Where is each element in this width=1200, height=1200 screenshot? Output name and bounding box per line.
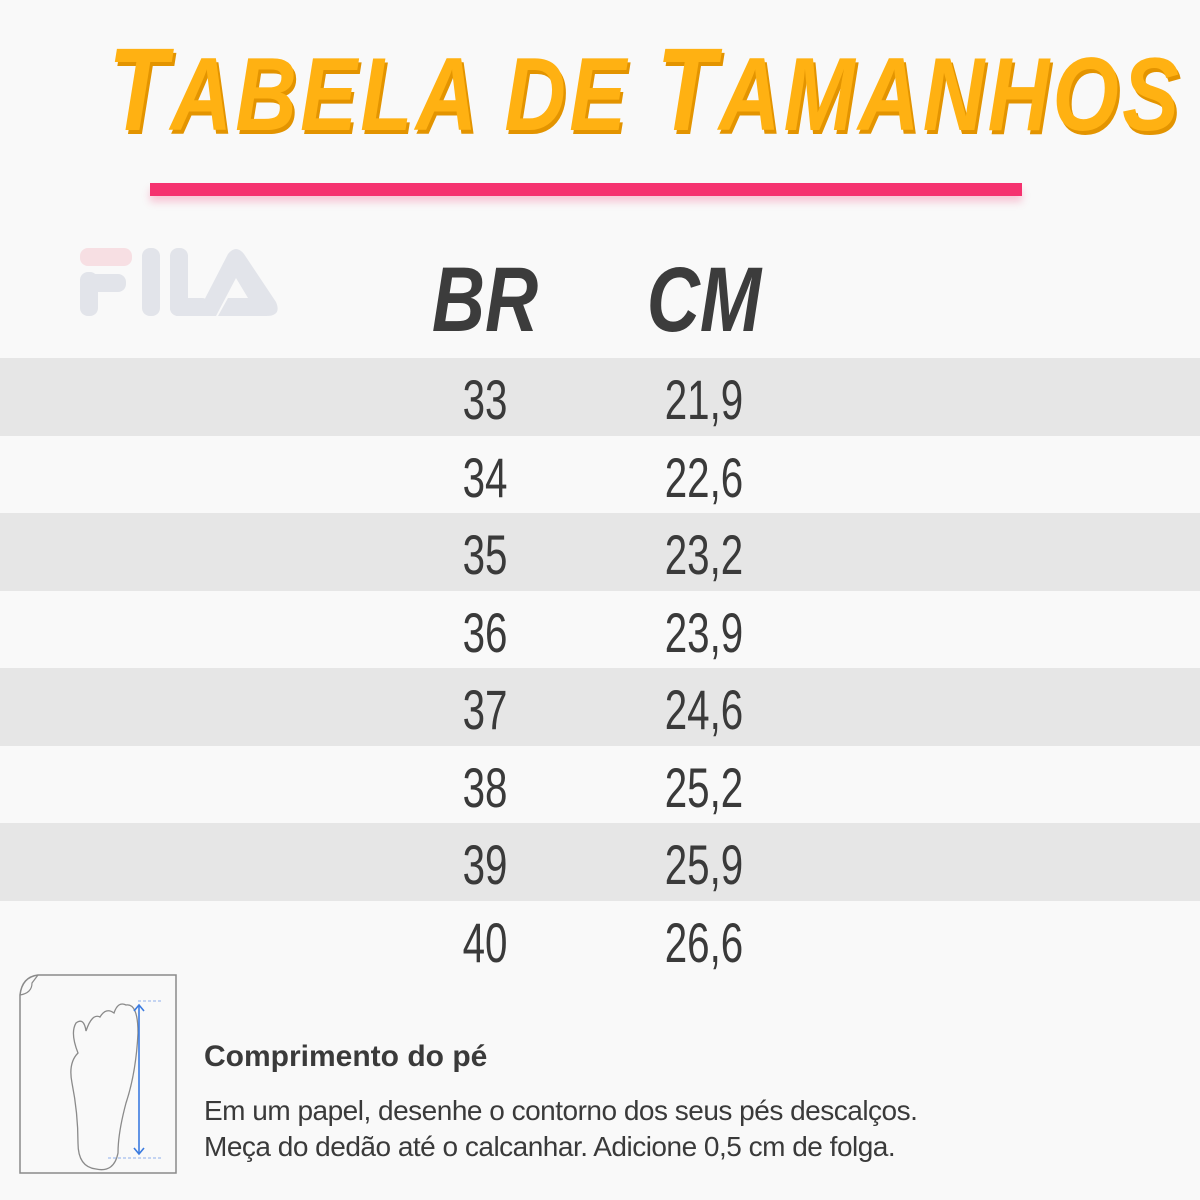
instruction-line: Meça do dedão até o calcanhar. Adicione … (204, 1131, 896, 1162)
instruction-line: Em um papel, desenhe o contorno dos seus… (204, 1095, 918, 1126)
cm-size: 24,6 (664, 678, 744, 741)
size-table: 33 21,9 34 22,6 35 23,2 36 23,9 37 24,6 38 25,… (0, 358, 1200, 978)
cm-size: 23,2 (664, 523, 744, 586)
footer-instructions: Em um papel, desenhe o contorno dos seus… (204, 1093, 918, 1165)
cm-size: 26,6 (664, 910, 744, 974)
br-size: 34 (462, 445, 508, 509)
title-underline (150, 183, 1022, 196)
cm-size: 22,6 (664, 445, 744, 509)
table-row: 34 22,6 (0, 436, 1200, 514)
br-size: 37 (462, 678, 508, 741)
table-row: 40 26,6 (0, 901, 1200, 979)
foot-on-paper-icon (19, 974, 177, 1174)
cm-size: 23,9 (664, 600, 744, 664)
cm-size: 21,9 (664, 368, 744, 431)
table-row: 38 25,2 (0, 746, 1200, 824)
page-title: TABELA DE TAMANHOS (108, 24, 1183, 156)
br-size: 40 (462, 910, 508, 974)
br-size: 36 (462, 600, 508, 664)
cm-size: 25,2 (664, 755, 744, 819)
br-size: 38 (462, 755, 508, 819)
cm-size: 25,9 (664, 833, 744, 896)
footer-title: Comprimento do pé (204, 1040, 488, 1073)
table-row: 33 21,9 (0, 358, 1200, 436)
br-size: 39 (462, 833, 508, 896)
header-cm: CM (646, 249, 762, 351)
fila-logo (80, 248, 278, 316)
table-row: 35 23,2 (0, 513, 1200, 591)
table-row: 36 23,9 (0, 591, 1200, 669)
br-size: 33 (462, 368, 508, 431)
header-br: BR (431, 249, 539, 351)
br-size: 35 (462, 523, 508, 586)
table-row: 37 24,6 (0, 668, 1200, 746)
table-row: 39 25,9 (0, 823, 1200, 901)
